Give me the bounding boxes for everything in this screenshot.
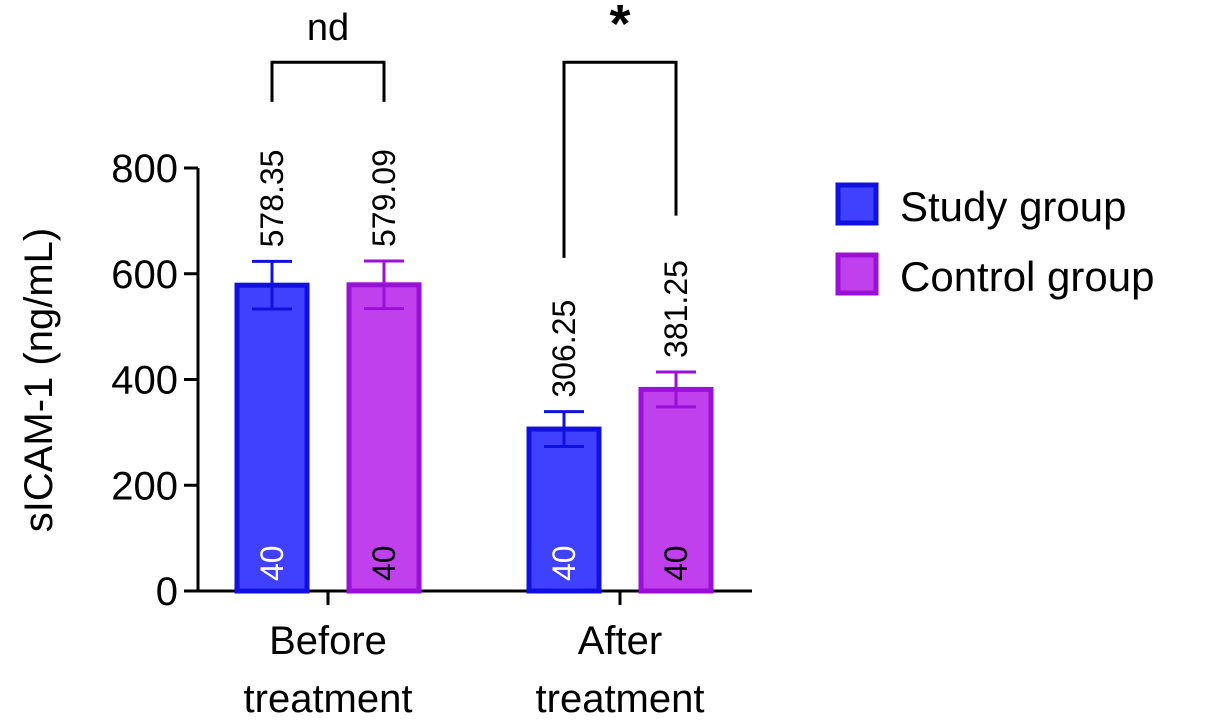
bars: 578.35 40 306.25 40 579.09 40 381.25 40 bbox=[234, 149, 714, 594]
axes: 0 200 400 600 800 Before treatment After treatme… bbox=[111, 147, 752, 721]
bar bbox=[346, 282, 422, 594]
x-tick-label: Before bbox=[269, 619, 387, 663]
significance-bracket bbox=[270, 60, 386, 102]
y-tick-label: 400 bbox=[111, 359, 178, 403]
bar bbox=[638, 386, 714, 594]
n-label: 40 bbox=[254, 545, 290, 581]
significance-bracket bbox=[562, 60, 678, 258]
data-label: 381.25 bbox=[658, 260, 694, 358]
bar bbox=[234, 282, 310, 594]
legend-swatch bbox=[835, 182, 879, 226]
significance-label: nd bbox=[307, 7, 349, 49]
y-axis-title: sICAM-1 (ng/mL) bbox=[17, 228, 61, 533]
x-tick-label: treatment bbox=[244, 677, 413, 721]
y-tick-label: 200 bbox=[111, 464, 178, 508]
data-label: 306.25 bbox=[546, 300, 582, 398]
legend-swatch bbox=[835, 252, 879, 296]
data-label: 579.09 bbox=[366, 149, 402, 247]
x-tick-label: treatment bbox=[536, 677, 705, 721]
bar bbox=[526, 426, 602, 594]
y-tick-label: 600 bbox=[111, 253, 178, 297]
n-label: 40 bbox=[546, 545, 582, 581]
y-tick-label: 800 bbox=[111, 147, 178, 191]
significance-label: * bbox=[609, 0, 630, 54]
legend-label: Study group bbox=[900, 183, 1127, 230]
data-label: 578.35 bbox=[254, 150, 290, 248]
n-label: 40 bbox=[658, 545, 694, 581]
significance-annotations: nd * bbox=[270, 0, 678, 258]
y-tick-label: 0 bbox=[156, 570, 178, 614]
x-tick-label: After bbox=[578, 619, 662, 663]
legend-label: Control group bbox=[900, 253, 1154, 300]
n-label: 40 bbox=[366, 545, 402, 581]
legend: Study group Control group bbox=[835, 182, 1154, 300]
